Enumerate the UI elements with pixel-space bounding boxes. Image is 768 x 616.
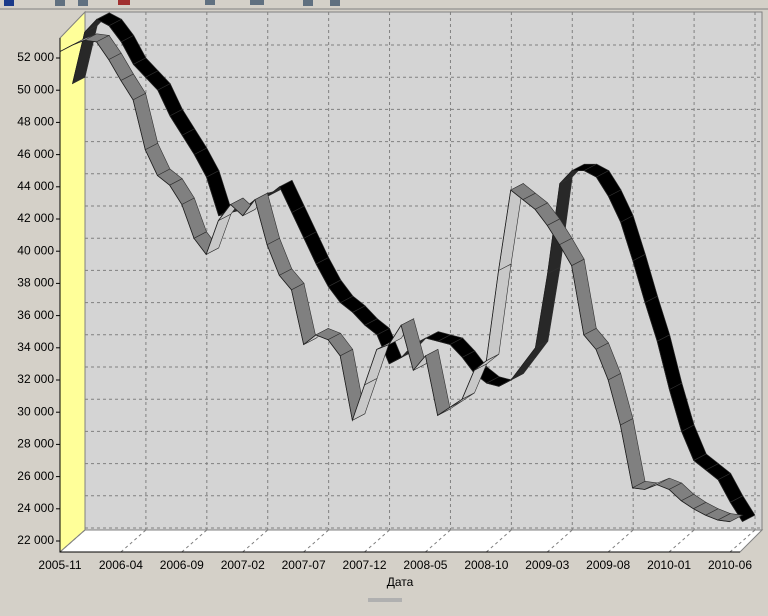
x-tick-label: 2009-08 [586, 558, 630, 572]
toolbar [0, 0, 768, 9]
x-tick-label: 2009-03 [525, 558, 569, 572]
y-tick-label: 24 000 [17, 501, 54, 515]
x-axis-label: Дата [387, 575, 414, 589]
y-tick-label: 34 000 [17, 340, 54, 354]
side-wall [59, 10, 86, 554]
y-tick-label: 50 000 [17, 82, 54, 96]
toolbar-icon[interactable] [330, 0, 340, 6]
toolbar-icon[interactable] [4, 0, 14, 6]
y-tick-label: 22 000 [17, 533, 54, 547]
x-tick-label: 2008-05 [403, 558, 447, 572]
floor [58, 529, 764, 553]
y-tick-label: 26 000 [17, 469, 54, 483]
y-tick-label: 44 000 [17, 179, 54, 193]
toolbar-icon[interactable] [250, 0, 264, 5]
y-tick-label: 28 000 [17, 437, 54, 451]
series-line [59, 39, 731, 523]
toolbar-icon[interactable] [303, 0, 313, 6]
y-tick-label: 48 000 [17, 115, 54, 129]
x-tick-label: 2006-09 [160, 558, 204, 572]
plot [59, 12, 756, 523]
x-tick-label: 2006-04 [99, 558, 143, 572]
y-tick-label: 46 000 [17, 147, 54, 161]
toolbar-icon[interactable] [78, 0, 88, 6]
y-tick-label: 30 000 [17, 404, 54, 418]
series-line [72, 18, 743, 522]
y-tick-label: 38 000 [17, 276, 54, 290]
x-tick-label: 2010-01 [647, 558, 691, 572]
y-tick-label: 32 000 [17, 372, 54, 386]
x-tick-label: 2008-10 [464, 558, 508, 572]
toolbar-icon[interactable] [55, 0, 65, 6]
resize-grip[interactable] [368, 598, 402, 602]
y-tick-label: 36 000 [17, 308, 54, 322]
y-tick-label: 52 000 [17, 50, 54, 64]
x-tick-label: 2007-12 [343, 558, 387, 572]
back-wall [84, 11, 763, 531]
y-tick-label: 42 000 [17, 211, 54, 225]
x-tick-label: 2005-11 [38, 558, 81, 572]
toolbar-icon[interactable] [205, 0, 215, 5]
x-tick-label: 2010-06 [708, 558, 752, 572]
x-tick-label: 2007-02 [221, 558, 265, 572]
y-tick-label: 40 000 [17, 243, 54, 257]
toolbar-icon[interactable] [118, 0, 130, 5]
x-tick-label: 2007-07 [282, 558, 326, 572]
